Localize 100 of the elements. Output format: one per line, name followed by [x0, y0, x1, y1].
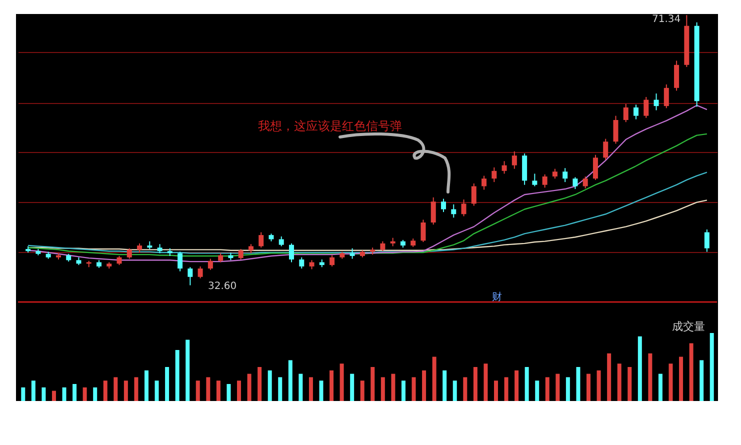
- bar: [607, 353, 612, 401]
- candlestick: [582, 176, 588, 189]
- candlestick: [623, 103, 628, 123]
- candlestick: [562, 168, 568, 183]
- bar: [237, 380, 242, 401]
- candlestick: [512, 150, 517, 170]
- candlestick: [420, 219, 426, 243]
- candlestick: [430, 196, 436, 226]
- candlestick: [258, 232, 264, 248]
- bar: [278, 377, 282, 401]
- candlestick: [492, 166, 497, 183]
- bar: [668, 364, 673, 401]
- bar: [566, 377, 570, 401]
- bar: [103, 380, 108, 401]
- bar: [340, 364, 344, 401]
- bar: [21, 387, 26, 401]
- bar: [216, 380, 220, 401]
- annotation: 71.34: [652, 14, 681, 25]
- candlestick: [613, 115, 618, 144]
- bar: [134, 377, 138, 401]
- candlestick: [380, 240, 386, 252]
- bar: [93, 387, 98, 401]
- bar: [586, 374, 591, 401]
- annotation: 财: [492, 291, 502, 303]
- candlestick: [299, 256, 304, 270]
- bar: [196, 380, 200, 401]
- bar: [52, 390, 56, 401]
- bar: [165, 367, 170, 401]
- candlestick: [664, 84, 669, 109]
- annotation: 成交量: [672, 320, 705, 333]
- bar: [175, 350, 180, 401]
- candlestick: [116, 255, 122, 266]
- bar: [422, 370, 426, 401]
- candlestick: [248, 244, 254, 254]
- bar: [144, 370, 148, 401]
- bar: [258, 367, 262, 401]
- candlestick: [198, 266, 203, 279]
- candlestick: [461, 198, 466, 217]
- candlestick: [178, 251, 183, 272]
- bar: [308, 377, 313, 401]
- bar: [391, 374, 396, 401]
- bar: [42, 387, 46, 401]
- bar: [226, 384, 231, 401]
- bar: [114, 377, 118, 401]
- bar: [31, 380, 36, 401]
- bar: [545, 377, 550, 401]
- annotation: 我想，这应该是红色信号弹: [258, 119, 402, 133]
- bar: [319, 380, 324, 401]
- candlestick: [644, 96, 649, 118]
- bar: [247, 374, 252, 401]
- candlestick: [532, 173, 538, 187]
- bar: [524, 367, 529, 401]
- bar: [412, 377, 416, 401]
- bar: [638, 336, 642, 401]
- candlestick: [137, 242, 142, 253]
- candlestick: [126, 248, 132, 260]
- candlestick: [482, 175, 487, 190]
- bar: [689, 343, 694, 401]
- candlestick: [654, 92, 659, 111]
- bar: [154, 380, 159, 401]
- bar: [442, 370, 447, 401]
- candlestick: [592, 154, 598, 180]
- bar: [648, 353, 652, 401]
- bar: [432, 356, 436, 401]
- bar: [298, 374, 303, 401]
- candlestick: [471, 182, 476, 206]
- bar: [380, 377, 385, 401]
- bar: [556, 374, 560, 401]
- bar: [658, 374, 662, 401]
- candlestick: [350, 248, 355, 260]
- candlestick: [309, 260, 314, 270]
- bar: [72, 384, 77, 401]
- bar: [710, 333, 714, 401]
- bar: [62, 387, 66, 401]
- bar: [330, 370, 334, 401]
- candlestick: [218, 252, 224, 263]
- bar: [206, 377, 210, 401]
- bar: [576, 367, 580, 401]
- bar: [535, 380, 540, 401]
- candlestick: [440, 198, 446, 213]
- bar: [484, 364, 488, 401]
- candlestick: [289, 242, 294, 263]
- bar: [617, 364, 622, 401]
- bar: [463, 377, 468, 401]
- bar: [124, 380, 128, 401]
- candlestick: [330, 254, 335, 267]
- candlestick: [552, 168, 558, 180]
- candlestick: [278, 236, 284, 247]
- candlestick: [188, 266, 193, 286]
- bar: [360, 380, 364, 401]
- bar: [514, 370, 519, 401]
- annotation: 32.60: [208, 281, 237, 292]
- bar: [82, 387, 87, 401]
- candlestick: [502, 160, 507, 174]
- bar: [494, 380, 498, 401]
- candlestick: [542, 174, 548, 188]
- candlestick: [451, 204, 456, 218]
- bar: [452, 380, 457, 401]
- candlestick: [157, 244, 162, 254]
- candlestick: [603, 138, 608, 160]
